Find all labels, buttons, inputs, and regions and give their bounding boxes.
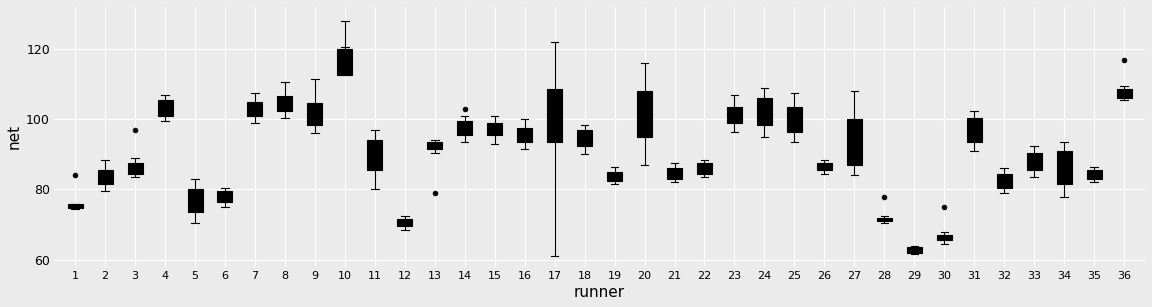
PathPatch shape [757, 98, 772, 125]
PathPatch shape [68, 204, 83, 208]
PathPatch shape [1116, 89, 1131, 98]
PathPatch shape [667, 169, 682, 179]
PathPatch shape [577, 130, 592, 146]
PathPatch shape [907, 247, 922, 253]
PathPatch shape [278, 96, 293, 111]
PathPatch shape [98, 170, 113, 184]
PathPatch shape [847, 119, 862, 165]
PathPatch shape [697, 163, 712, 174]
PathPatch shape [128, 163, 143, 174]
PathPatch shape [367, 140, 382, 170]
X-axis label: runner: runner [574, 285, 626, 300]
PathPatch shape [547, 89, 562, 142]
PathPatch shape [487, 123, 502, 135]
PathPatch shape [1056, 151, 1071, 184]
PathPatch shape [427, 142, 442, 149]
PathPatch shape [996, 174, 1011, 188]
PathPatch shape [787, 107, 802, 132]
PathPatch shape [727, 107, 742, 123]
PathPatch shape [607, 172, 622, 181]
PathPatch shape [1026, 153, 1041, 170]
PathPatch shape [248, 102, 263, 116]
PathPatch shape [158, 100, 173, 116]
PathPatch shape [218, 191, 233, 202]
PathPatch shape [308, 103, 323, 125]
PathPatch shape [338, 49, 353, 76]
PathPatch shape [457, 121, 472, 135]
PathPatch shape [817, 163, 832, 170]
PathPatch shape [877, 218, 892, 221]
PathPatch shape [1086, 170, 1101, 179]
PathPatch shape [397, 219, 412, 226]
PathPatch shape [517, 128, 532, 142]
PathPatch shape [967, 118, 982, 142]
PathPatch shape [637, 91, 652, 137]
PathPatch shape [937, 235, 952, 240]
PathPatch shape [188, 189, 203, 212]
Y-axis label: net: net [7, 124, 22, 150]
